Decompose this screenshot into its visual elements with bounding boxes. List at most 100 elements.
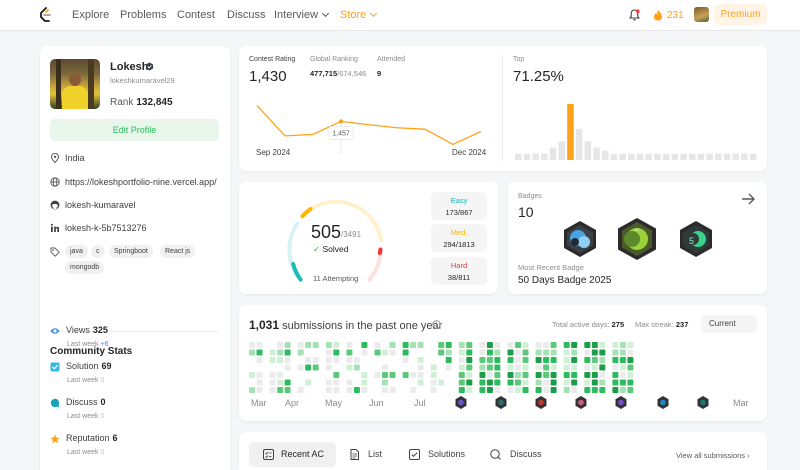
heatmap-cell (458, 342, 465, 348)
heatmap-cell (277, 349, 284, 356)
heatmap-cell (494, 379, 501, 386)
heatmap-cell (627, 379, 634, 386)
tab-label: List (368, 449, 383, 459)
fire-streak-icon[interactable] (653, 9, 663, 21)
medium-value: 294/1813 (443, 240, 475, 249)
chart-start-label: Sep 2024 (256, 148, 291, 157)
heatmap-cell (374, 342, 381, 348)
rating-tooltip (328, 126, 354, 140)
heatmap-cell (619, 349, 626, 356)
badge-icon[interactable]: 5 (678, 220, 714, 258)
heatmap-cell (417, 372, 424, 378)
global-total: /674,546 (337, 69, 367, 78)
heatmap-cell (571, 342, 578, 348)
easy-stat[interactable]: Easy 173/867 (431, 192, 487, 220)
heatmap-cell (612, 364, 619, 371)
heatmap-cell (430, 372, 437, 378)
heatmap-cell (333, 372, 340, 378)
info-icon[interactable] (432, 320, 441, 329)
badge-icon[interactable] (562, 220, 598, 258)
rating-line-chart[interactable]: 1,457 (249, 94, 489, 154)
avatar[interactable] (694, 7, 709, 22)
submission-heatmap[interactable] (249, 342, 759, 396)
heatmap-cell (563, 387, 570, 393)
leetcode-logo-icon[interactable] (38, 7, 52, 23)
heatmap-cell (389, 349, 396, 356)
stat-value: 6 (112, 433, 118, 443)
heatmap-cell (494, 357, 501, 363)
discuss-bubble-icon (50, 398, 60, 408)
heatmap-cell (312, 364, 319, 371)
heatmap-cell (361, 342, 368, 348)
heatmap-cell (543, 349, 550, 356)
medium-stat[interactable]: Med. 294/1813 (431, 224, 487, 252)
edit-profile-button[interactable]: Edit Profile (50, 119, 219, 141)
hard-value: 38/811 (447, 273, 471, 282)
tab-recent-ac[interactable]: Recent AC (249, 442, 336, 467)
nav-problems[interactable]: Problems (120, 9, 167, 21)
premium-button[interactable]: Premium (714, 4, 767, 25)
heatmap-cell (563, 379, 570, 386)
website-link[interactable]: https://lokeshportfolio-nine.vercel.app/ (65, 177, 217, 187)
nav-discuss[interactable]: Discuss (227, 9, 266, 21)
distribution-bar (741, 153, 748, 160)
skill-tag[interactable]: mongodb (65, 261, 105, 274)
distribution-bar-chart[interactable] (515, 98, 759, 160)
bell-icon[interactable] (629, 9, 640, 21)
heatmap-cell (402, 357, 409, 363)
badge-icon[interactable]: LC (616, 217, 658, 261)
heatmap-cell (507, 364, 514, 371)
linkedin-link[interactable]: lokesh-k-5b7513276 (65, 223, 147, 233)
distribution-bar (628, 153, 635, 160)
heatmap-cell (353, 387, 360, 393)
heatmap-cell (543, 387, 550, 393)
location-text: India (65, 153, 85, 163)
current-dropdown[interactable]: Current (701, 315, 757, 333)
distribution-bar (549, 147, 557, 160)
heatmap-cell (374, 349, 381, 356)
nav-explore[interactable]: Explore (72, 9, 110, 21)
heatmap-cell (466, 379, 473, 386)
nav-interview[interactable]: Interview (274, 9, 330, 21)
tab-discuss[interactable]: Discuss (490, 442, 550, 467)
badges-count: 10 (518, 204, 534, 220)
heatmap-cell (269, 372, 276, 378)
heatmap-cell (515, 364, 521, 371)
arrow-right-icon[interactable] (741, 193, 756, 205)
hard-stat[interactable]: Hard 38/811 (431, 257, 487, 285)
view-all-submissions-link[interactable]: View all submissions › (676, 451, 750, 460)
heatmap-cell (479, 349, 486, 356)
verified-badge-icon (145, 62, 154, 71)
heatmap-cell (458, 387, 465, 393)
tab-list[interactable]: List (349, 442, 399, 467)
nav-contest[interactable]: Contest (177, 9, 215, 21)
nav-store[interactable]: Store (340, 9, 378, 21)
heatmap-cell (389, 342, 396, 348)
list-icon (350, 449, 359, 460)
skill-tag[interactable]: Springboot (109, 245, 153, 258)
divider (502, 54, 503, 162)
heatmap-cell (346, 364, 353, 371)
heatmap-cell (410, 387, 417, 393)
heatmap-cell (494, 364, 501, 371)
skill-tag[interactable]: c (91, 245, 105, 258)
heatmap-cell (535, 364, 542, 371)
solved-progress-ring[interactable] (283, 192, 387, 288)
skill-tag[interactable]: React js (160, 245, 196, 258)
hard-label: Hard (450, 261, 468, 270)
heatmap-cell (297, 387, 304, 393)
heatmap-cell (466, 342, 473, 348)
distribution-bar (541, 153, 548, 160)
heatmap-cell (563, 364, 570, 371)
current-label: Current (709, 319, 736, 328)
solved-problems-card: 505 /3491 ✓ Solved 11 Attempting Easy 17… (239, 182, 498, 294)
tab-solutions[interactable]: Solutions (409, 442, 479, 467)
heatmap-cell (479, 357, 486, 363)
distribution-bar (584, 141, 592, 160)
skill-tag[interactable]: java (65, 245, 88, 258)
month-label: Mar (251, 398, 267, 408)
distribution-bar (680, 153, 687, 160)
github-link[interactable]: lokesh-kumaravel (65, 200, 136, 210)
heatmap-cell (333, 357, 340, 363)
distribution-bar (515, 153, 522, 160)
